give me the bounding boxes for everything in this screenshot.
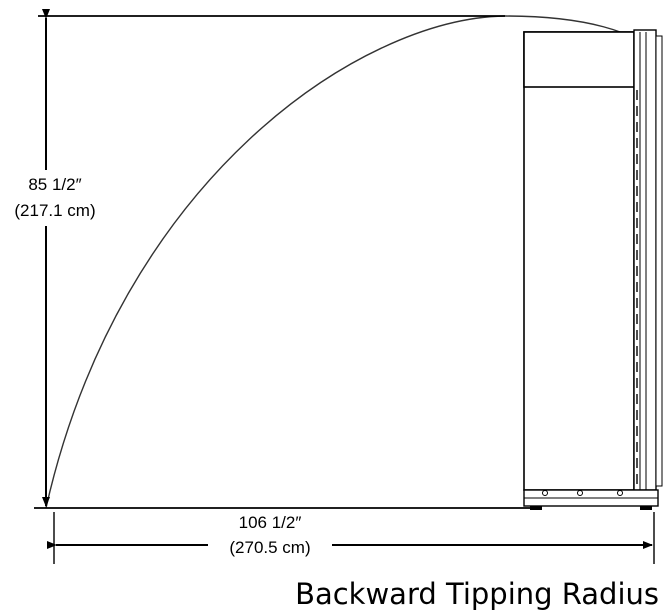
leveling-foot-3 <box>617 490 623 496</box>
diagram-caption: Backward Tipping Radius <box>295 577 659 611</box>
leveling-foot-1 <box>542 490 548 496</box>
top-grille <box>523 31 635 88</box>
leveling-foot-2 <box>577 490 583 496</box>
height-metric-label: (217.1 cm) <box>14 201 95 220</box>
cabinet-body <box>523 31 635 491</box>
width-metric-label: (270.5 cm) <box>229 538 310 557</box>
door-front-trim <box>655 35 663 487</box>
width-label-background <box>208 510 332 560</box>
height-imperial-label: 85 1/2″ <box>28 175 81 194</box>
width-imperial-label: 106 1/2″ <box>239 513 302 532</box>
refrigerator-side-view <box>523 29 663 510</box>
height-label-background <box>2 170 108 226</box>
base-foot-left <box>530 506 542 510</box>
base-foot-right <box>640 506 652 510</box>
tipping-arc <box>45 15 663 509</box>
